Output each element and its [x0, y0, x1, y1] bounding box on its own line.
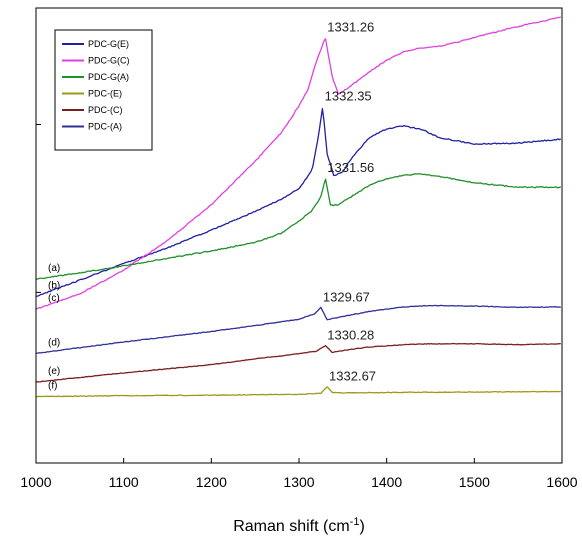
x-tick-label: 1300 — [283, 474, 314, 490]
legend: PDC-G(E) PDC-G(C) PDC-G(A) PDC-(E) PDC-(C) PD… — [54, 29, 153, 151]
peak-label-pdc-c: 1330.28 — [327, 328, 374, 343]
x-tick-label: 1400 — [371, 474, 402, 490]
series-line-pdc-g-c — [35, 16, 562, 310]
legend-items: PDC-G(E) PDC-G(C) PDC-G(A) PDC-(E) PDC-(C) PD… — [62, 39, 130, 132]
peak-label-pdc-e: 1332.67 — [329, 369, 376, 384]
x-axis-label: Raman shift (cm-1) — [233, 516, 365, 535]
series-layer — [35, 16, 562, 398]
x-tick-label: 1200 — [196, 474, 227, 490]
legend-label-pdc-e: PDC-(E) — [88, 89, 122, 99]
peak-label-pdc-g-e: 1332.35 — [325, 89, 372, 104]
x-tick-label: 1500 — [459, 474, 490, 490]
x-tick-label: 1000 — [20, 474, 51, 490]
peak-label-pdc-g-c: 1331.26 — [327, 20, 374, 35]
peak-label-pdc-g-a: 1331.56 — [327, 160, 374, 175]
series-line-pdc-a — [35, 304, 561, 354]
legend-label-pdc-g-a: PDC-G(A) — [88, 72, 129, 82]
curve-label-pdc-g-a: (a) — [48, 263, 60, 274]
series-line-pdc-g-a — [35, 173, 562, 280]
legend-box — [54, 29, 153, 151]
x-axis-ticks: 1000 1100 1200 1300 1400 1500 1600 — [20, 458, 578, 490]
curve-label-pdc-g-e: (b) — [48, 280, 60, 291]
curve-label-pdc-a: (d) — [48, 337, 60, 348]
curve-labels: (b) (c) (a) (d) (e) (f) — [48, 263, 60, 391]
curve-label-pdc-g-c: (c) — [48, 293, 60, 304]
legend-label-pdc-g-c: PDC-G(C) — [88, 56, 130, 66]
y-axis-ticks — [36, 123, 41, 293]
legend-label-pdc-c: PDC-(C) — [88, 105, 123, 115]
peak-label-pdc-a: 1329.67 — [323, 289, 370, 304]
peak-labels: 1332.35 1331.26 1331.56 1329.67 1330.28 1332.… — [323, 20, 376, 384]
legend-label-pdc-a: PDC-(A) — [88, 122, 122, 132]
legend-label-pdc-g-e: PDC-G(E) — [88, 39, 129, 49]
series-line-pdc-e — [35, 386, 561, 398]
series-line-pdc-g-e — [35, 108, 562, 297]
x-tick-label: 1100 — [109, 474, 139, 490]
x-tick-label: 1600 — [546, 474, 577, 490]
series-line-pdc-c — [35, 342, 561, 383]
curve-label-pdc-c: (e) — [48, 366, 60, 377]
curve-label-pdc-e: (f) — [48, 381, 57, 392]
